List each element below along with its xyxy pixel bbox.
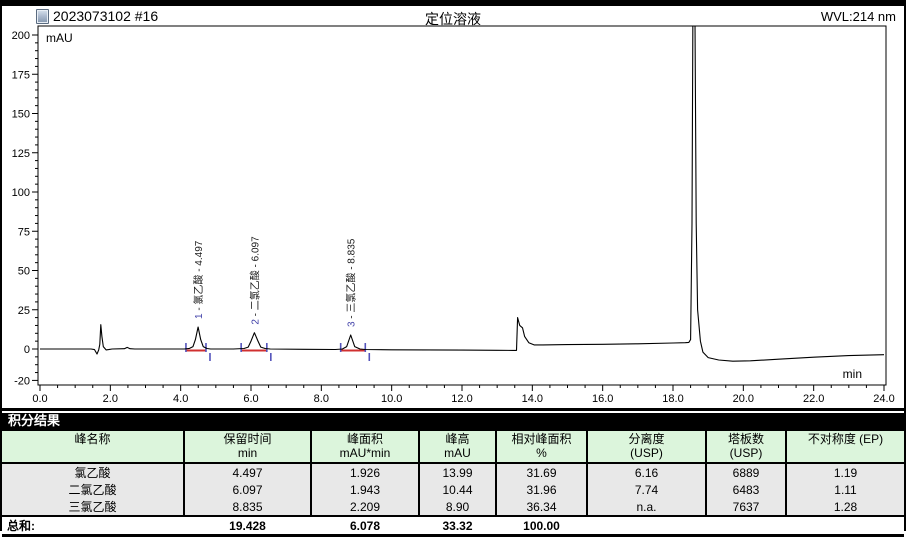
total-asymmetry <box>786 515 904 537</box>
cell-name: 二氯乙酸 <box>2 481 184 498</box>
svg-text:175: 175 <box>12 69 30 81</box>
table-row-dichloroacetic[interactable]: 二氯乙酸 6.097 1.943 10.44 31.96 7.74 6483 1… <box>2 481 904 498</box>
cell-rt: 8.835 <box>183 498 311 516</box>
svg-text:-20: -20 <box>14 375 30 387</box>
injection-icon <box>36 8 49 24</box>
cell-height: 10.44 <box>418 481 496 498</box>
cell-rt: 4.497 <box>183 463 311 481</box>
results-section-title: 积分结果 <box>8 413 61 428</box>
svg-text:100: 100 <box>12 187 30 199</box>
svg-text:10.0: 10.0 <box>381 393 402 405</box>
peak-label-3: 3 - 三氯乙酸 - 8.835 <box>345 238 358 327</box>
total-rt: 19.428 <box>184 515 311 537</box>
svg-text:12.0: 12.0 <box>451 393 472 405</box>
col-header-peak-name: 峰名称 <box>2 430 184 464</box>
cell-rel-area: 36.34 <box>495 498 587 516</box>
total-rel-area: 100.00 <box>496 515 587 537</box>
table-row-total: 总和: 19.428 6.078 33.32 100.00 <box>2 515 904 537</box>
total-resolution <box>587 515 706 537</box>
col-header-plates: 塔板数 (USP) <box>705 430 786 464</box>
sample-id: 2023073102 #16 <box>53 8 159 24</box>
cell-height: 8.90 <box>418 498 496 516</box>
sample-header: 2023073102 #16 <box>36 8 158 24</box>
integration-results-table: 峰名称 保留时间 min 峰面积 mAU*min 峰高 mAU 相对峰面积% 分离度(… <box>2 429 904 537</box>
table-row-trichloroacetic[interactable]: 三氯乙酸 8.835 2.209 8.90 36.34 n.a. 7637 1.… <box>2 498 904 516</box>
cell-area: 1.926 <box>310 463 419 481</box>
svg-text:24.0: 24.0 <box>873 393 894 405</box>
cell-name: 三氯乙酸 <box>2 498 184 516</box>
col-header-peak-height: 峰高 mAU <box>418 430 496 464</box>
svg-text:25: 25 <box>18 305 30 317</box>
svg-text:22.0: 22.0 <box>803 393 824 405</box>
svg-text:0.0: 0.0 <box>32 393 47 405</box>
table-row-chloroacetic[interactable]: 氯乙酸 4.497 1.926 13.99 31.69 6.16 6889 1.… <box>2 463 904 481</box>
svg-text:150: 150 <box>12 109 30 121</box>
svg-text:14.0: 14.0 <box>522 393 543 405</box>
frame-border-left <box>0 6 2 531</box>
svg-text:200: 200 <box>12 30 30 42</box>
total-area: 6.078 <box>311 515 419 537</box>
frame-border-right <box>904 6 906 531</box>
total-height: 33.32 <box>419 515 496 537</box>
total-plates <box>706 515 786 537</box>
cell-asymmetry: 1.28 <box>785 498 904 516</box>
cell-area: 1.943 <box>310 481 419 498</box>
svg-text:6.0: 6.0 <box>243 393 258 405</box>
cell-plates: 6889 <box>705 463 786 481</box>
cell-rt: 6.097 <box>183 481 311 498</box>
window-top-bar <box>0 0 906 6</box>
cell-resolution: 7.74 <box>586 481 706 498</box>
results-table-wrap: 峰名称 保留时间 min 峰面积 mAU*min 峰高 mAU 相对峰面积% 分离度(… <box>2 429 904 537</box>
svg-text:75: 75 <box>18 226 30 238</box>
cell-resolution: 6.16 <box>586 463 706 481</box>
peak-label-2: 2 - 二氯乙酸 - 6.097 <box>248 236 261 325</box>
svg-text:8.0: 8.0 <box>314 393 329 405</box>
cell-plates: 7637 <box>705 498 786 516</box>
svg-text:20.0: 20.0 <box>733 393 754 405</box>
cell-asymmetry: 1.19 <box>785 463 904 481</box>
col-header-peak-area: 峰面积 mAU*min <box>310 430 419 464</box>
y-axis-unit: mAU <box>46 31 73 45</box>
col-header-resolution: 分离度 (USP) <box>586 430 706 464</box>
svg-text:2.0: 2.0 <box>103 393 118 405</box>
results-header-row: 峰名称 保留时间 min 峰面积 mAU*min 峰高 mAU 相对峰面积% 分离度(… <box>2 430 904 464</box>
chromatogram-plot[interactable]: 200 175 150 125 100 75 50 25 0 -200.0 2.0 4.0 6.0 8.0… <box>0 0 906 410</box>
col-header-relative-area: 相对峰面积% <box>495 430 587 464</box>
svg-text:18.0: 18.0 <box>662 393 683 405</box>
svg-text:125: 125 <box>12 148 30 160</box>
results-section-header: 积分结果 <box>2 413 904 429</box>
x-axis-unit: min <box>843 367 862 381</box>
cell-area: 2.209 <box>310 498 419 516</box>
total-label: 总和: <box>2 515 184 537</box>
col-header-retention-time: 保留时间 min <box>183 430 311 464</box>
cell-height: 13.99 <box>418 463 496 481</box>
svg-text:0: 0 <box>24 344 30 356</box>
svg-text:16.0: 16.0 <box>592 393 613 405</box>
cell-name: 氯乙酸 <box>2 463 184 481</box>
col-header-asymmetry: 不对称度 (EP) <box>785 430 904 464</box>
cell-plates: 6483 <box>705 481 786 498</box>
svg-text:4.0: 4.0 <box>173 393 188 405</box>
chart-header: 2023073102 #16 定位溶液 WVL:214 nm <box>2 8 904 27</box>
cell-asymmetry: 1.11 <box>785 481 904 498</box>
cell-resolution: n.a. <box>586 498 706 516</box>
wavelength-label: WVL:214 nm <box>820 9 896 24</box>
cell-rel-area: 31.96 <box>495 481 587 498</box>
chart-title: 定位溶液 <box>425 11 481 27</box>
chart-table-divider <box>0 408 906 411</box>
peak-label-1: 1 - 氯乙酸 - 4.497 <box>192 240 205 319</box>
svg-text:50: 50 <box>18 266 30 278</box>
cell-rel-area: 31.69 <box>495 463 587 481</box>
